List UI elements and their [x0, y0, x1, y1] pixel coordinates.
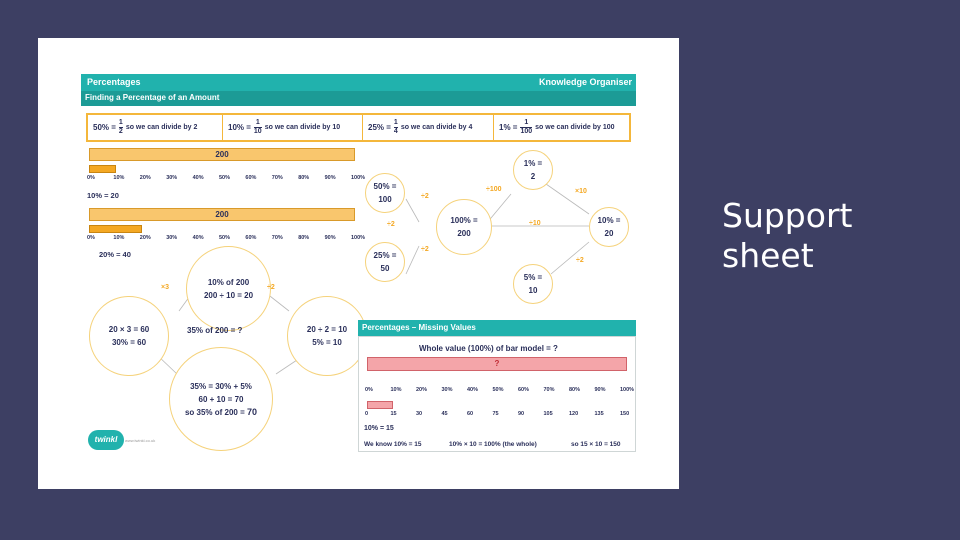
val-tick-0: 0	[365, 411, 369, 417]
example-question: 35% of 200 = ?	[187, 326, 243, 335]
example-top-circle: 10% of 200 200 ÷ 10 = 20	[186, 246, 271, 331]
bar1-tick-0: 0%	[87, 175, 95, 181]
bar2-tick-8: 80%	[298, 235, 310, 241]
arrow-label-divide-10: ÷10	[529, 220, 541, 227]
val-tick-1: 15	[390, 411, 397, 417]
pct-tick-1: 10%	[390, 387, 402, 393]
arrow-label-divide-2: ÷2	[576, 257, 584, 264]
bar2-tick-10: 100%	[351, 235, 366, 241]
example-left-circle: 20 × 3 = 60 30% = 60	[89, 296, 169, 376]
bar2-tick-2: 20%	[139, 235, 151, 241]
bar-model-1-result: 10% = 20	[87, 191, 119, 200]
pct-tick-6: 60%	[518, 387, 530, 393]
fraction-cell-10: 10% = 1 10 so we can divide by 10	[223, 115, 363, 140]
val-tick-2: 30	[416, 411, 423, 417]
bar1-tick-7: 70%	[271, 175, 283, 181]
missing-bar: ?	[367, 357, 627, 371]
pct-tick-5: 50%	[492, 387, 504, 393]
fraction: 1 10	[253, 119, 262, 135]
fraction: 1 100	[520, 119, 533, 135]
missing-know-2: 10% × 10 = 100% (the whole)	[449, 441, 537, 448]
val-tick-8: 120	[569, 411, 579, 417]
missing-bar-fill	[367, 401, 393, 409]
arrow-label-divide-2: ÷2	[387, 221, 395, 228]
val-tick-7: 105	[543, 411, 553, 417]
bar1-tick-8: 80%	[298, 175, 310, 181]
val-tick-10: 150	[620, 411, 630, 417]
organiser-header: Percentages Knowledge Organiser	[81, 74, 636, 91]
bar-model-2-fill	[89, 225, 143, 233]
arrow-label-divide-2: ÷2	[421, 246, 429, 253]
bar1-tick-4: 40%	[192, 175, 204, 181]
bar1-tick-3: 30%	[166, 175, 178, 181]
bar2-tick-5: 50%	[219, 235, 231, 241]
node-25-percent: 25% = 50	[365, 242, 405, 282]
node-5-percent: 5% = 10	[513, 264, 553, 304]
bar1-tick-6: 60%	[245, 175, 257, 181]
bar2-tick-9: 90%	[324, 235, 336, 241]
missing-values-heading: Whole value (100%) of bar model = ?	[419, 344, 558, 353]
missing-values-panel: Whole value (100%) of bar model = ? ? 0%…	[358, 336, 636, 452]
section-heading-missing-values: Percentages – Missing Values	[358, 320, 636, 336]
example-right-circle: 20 ÷ 2 = 10 5% = 10	[287, 296, 367, 376]
missing-know-3: so 15 × 10 = 150	[571, 441, 621, 448]
pct-tick-4: 40%	[467, 387, 479, 393]
twinkl-url: www.twinkl.co.uk	[125, 438, 156, 443]
support-sheet-label: Support sheet	[722, 196, 853, 275]
arrow-label-times-3: ×3	[161, 284, 169, 291]
bar2-tick-4: 40%	[192, 235, 204, 241]
node-100-percent: 100% = 200	[436, 199, 492, 255]
pct-tick-7: 70%	[543, 387, 555, 393]
bar2-tick-0: 0%	[87, 235, 95, 241]
arrow-label-times-10: ×10	[575, 188, 587, 195]
section-heading-finding: Finding a Percentage of an Amount	[81, 91, 636, 106]
example-bottom-circle: 35% = 30% + 5% 60 + 10 = 70 so 35% of 20…	[169, 347, 273, 451]
bar1-tick-9: 90%	[324, 175, 336, 181]
bar1-tick-1: 10%	[113, 175, 125, 181]
twinkl-logo: twinkl	[88, 430, 124, 450]
bar-model-1-fill	[89, 165, 116, 173]
node-50-percent: 50% = 100	[365, 173, 405, 213]
organiser-title: Percentages	[87, 77, 141, 87]
knowledge-organiser: Percentages Knowledge Organiser Finding …	[81, 74, 636, 452]
node-1-percent: 1% = 2	[513, 150, 553, 190]
val-tick-4: 60	[467, 411, 474, 417]
bar1-tick-2: 20%	[139, 175, 151, 181]
bar2-tick-3: 30%	[166, 235, 178, 241]
pct-tick-3: 30%	[441, 387, 453, 393]
val-tick-3: 45	[441, 411, 448, 417]
missing-result: 10% = 15	[364, 425, 394, 432]
val-tick-9: 135	[594, 411, 604, 417]
pct-tick-8: 80%	[569, 387, 581, 393]
arrow-label-divide-2: ÷2	[421, 193, 429, 200]
val-tick-6: 90	[518, 411, 525, 417]
bar-model-2: 200	[89, 208, 355, 221]
organiser-type: Knowledge Organiser	[538, 77, 632, 87]
node-10-percent: 10% = 20	[589, 207, 629, 247]
bar2-tick-7: 70%	[271, 235, 283, 241]
pct-tick-2: 20%	[416, 387, 428, 393]
bar1-tick-5: 50%	[219, 175, 231, 181]
bar-model-2-result: 20% = 40	[99, 250, 131, 259]
arrow-label-divide-100: ÷100	[486, 186, 502, 193]
bar2-tick-1: 10%	[113, 235, 125, 241]
fraction-cell-1: 1% = 1 100 so we can divide by 100	[499, 119, 615, 135]
bar-model-1: 200	[89, 148, 355, 161]
pct-tick-10: 100%	[620, 387, 635, 393]
pct-tick-0: 0%	[365, 387, 373, 393]
missing-know-1: We know 10% = 15	[364, 441, 422, 448]
val-tick-5: 75	[492, 411, 499, 417]
bar1-tick-10: 100%	[351, 175, 366, 181]
bar2-tick-6: 60%	[245, 235, 257, 241]
arrow-label-divide-2: ÷2	[267, 284, 275, 291]
pct-tick-9: 90%	[594, 387, 606, 393]
